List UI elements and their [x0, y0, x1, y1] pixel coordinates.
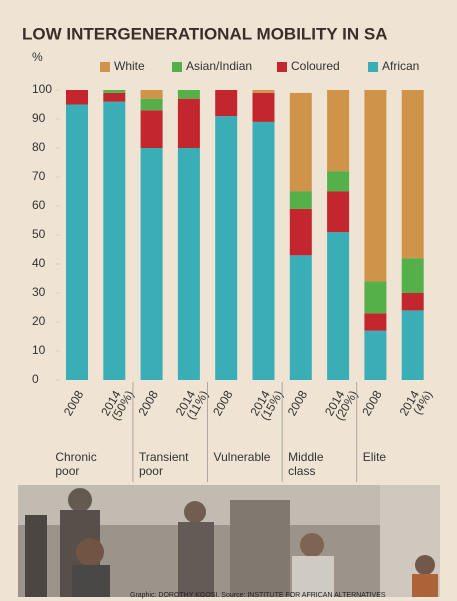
y-tick-label: 20 — [32, 314, 46, 328]
y-tick-label: 30 — [32, 285, 46, 299]
y-tick-label: 10 — [32, 343, 46, 357]
bar-segment — [290, 255, 312, 380]
bar-segment — [141, 110, 163, 148]
infographic: LOW INTERGENERATIONAL MOBILITY IN SA % G… — [0, 0, 457, 601]
bar-segment — [103, 90, 125, 93]
legend-swatch — [172, 62, 182, 72]
x-tick-label: 2008 — [61, 388, 87, 418]
legend-swatch — [277, 62, 287, 72]
y-tick-label: 0 — [32, 372, 39, 386]
legend-swatch — [100, 62, 110, 72]
bar-segment — [290, 192, 312, 209]
y-tick-label: 90 — [32, 111, 46, 125]
y-tick-label: 50 — [32, 227, 46, 241]
bar-segment — [141, 90, 163, 99]
bar-segment — [66, 90, 88, 105]
group-label: Elite — [363, 450, 429, 464]
x-tick-label: 2008 — [359, 388, 385, 418]
legend-label: Coloured — [291, 59, 340, 73]
bar-segment — [290, 93, 312, 192]
group-label: Transient poor — [139, 450, 205, 478]
bar-segment — [327, 192, 349, 233]
group-label: Middle class — [288, 450, 354, 478]
bar-segment — [141, 99, 163, 111]
bar-segment — [402, 293, 424, 310]
bar-segment — [103, 93, 125, 102]
bar-segment — [178, 148, 200, 380]
bar-segment — [253, 122, 275, 380]
y-tick-label: 40 — [32, 256, 46, 270]
group-label: Vulnerable — [214, 450, 280, 464]
credit: Graphic: DOROTHY KGOSI. Source: INSTITUT… — [130, 592, 386, 599]
bar-segment — [178, 99, 200, 148]
group-label: Chronic poor — [55, 450, 105, 478]
bar-segment — [103, 102, 125, 380]
bar-segment — [178, 90, 200, 99]
legend-label: White — [114, 59, 145, 73]
bar-segment — [253, 93, 275, 122]
x-tick-label: 2008 — [210, 388, 236, 418]
bar-segment — [402, 258, 424, 293]
bar-segment — [215, 90, 237, 116]
bar-segment — [215, 116, 237, 380]
x-tick-label: 2008 — [135, 388, 161, 418]
bar-segment — [327, 171, 349, 191]
legend-label: Asian/Indian — [186, 59, 252, 73]
x-tick-label: 2008 — [285, 388, 311, 418]
bar-segment — [364, 331, 386, 380]
bar-segment — [141, 148, 163, 380]
legend-label: African — [382, 59, 419, 73]
y-tick-label: 60 — [32, 198, 46, 212]
bar-segment — [402, 90, 424, 258]
bar-segment — [402, 310, 424, 380]
bar-segment — [364, 281, 386, 313]
bar-segment — [364, 313, 386, 330]
legend-swatch — [368, 62, 378, 72]
bar-segment — [66, 105, 88, 381]
bar-segment — [253, 90, 275, 93]
y-tick-label: 70 — [32, 169, 46, 183]
chart: LOW INTERGENERATIONAL MOBILITY IN SA % G… — [0, 0, 457, 601]
chart-title: LOW INTERGENERATIONAL MOBILITY IN SA — [22, 24, 388, 43]
bar-segment — [327, 232, 349, 380]
y-axis-label: % — [32, 50, 43, 64]
y-tick-label: 100 — [32, 82, 52, 96]
bar-segment — [364, 90, 386, 281]
bar-segment — [327, 90, 349, 171]
y-tick-label: 80 — [32, 140, 46, 154]
bar-segment — [290, 209, 312, 255]
